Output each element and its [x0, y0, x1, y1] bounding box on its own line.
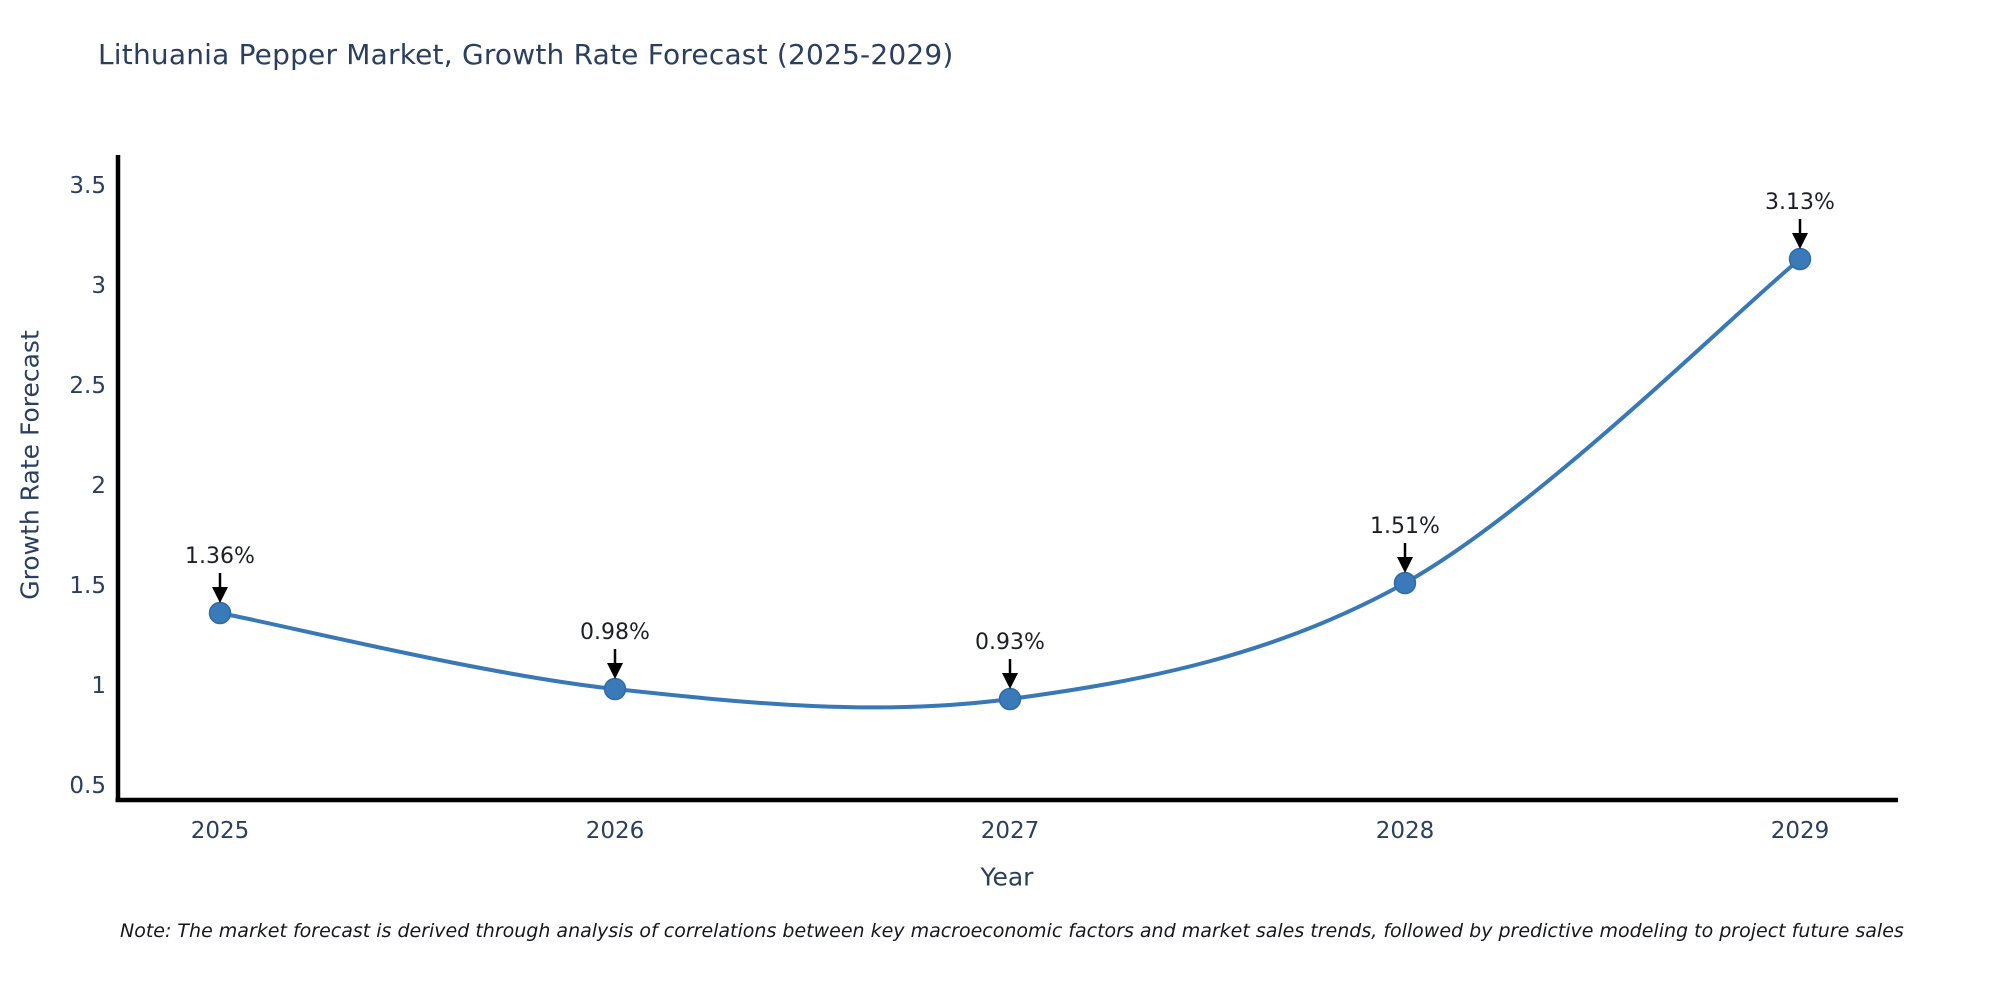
footnote: Note: The market forecast is derived thr… — [120, 920, 1904, 942]
x-tick-label: 2029 — [1771, 818, 1830, 844]
data-point-marker — [1393, 571, 1417, 595]
annotation-label: 0.93% — [975, 630, 1045, 655]
annotation-arrowhead — [1397, 557, 1413, 573]
x-axis-title: Year — [980, 862, 1034, 892]
x-tick-label: 2025 — [191, 818, 250, 844]
y-tick-label: 1.5 — [69, 573, 106, 599]
annotation-arrowhead — [1792, 233, 1808, 249]
y-tick-label: 3.5 — [69, 173, 106, 199]
annotation-label: 1.36% — [185, 544, 255, 569]
data-point-marker — [1788, 247, 1812, 271]
x-tick-label: 2026 — [586, 818, 645, 844]
x-tick-label: 2028 — [1376, 818, 1435, 844]
y-tick-label: 2.5 — [69, 373, 106, 399]
y-tick-label: 3 — [91, 273, 106, 299]
annotation-label: 3.13% — [1765, 190, 1835, 215]
y-tick-label: 2 — [91, 473, 106, 499]
annotation-arrowhead — [1002, 673, 1018, 689]
annotation-label: 1.51% — [1370, 514, 1440, 539]
y-tick-label: 1 — [91, 673, 106, 699]
chart-title: Lithuania Pepper Market, Growth Rate For… — [98, 38, 954, 71]
annotation-arrowhead — [212, 587, 228, 603]
data-point-marker — [998, 687, 1022, 711]
data-point-marker — [603, 677, 627, 701]
x-tick-label: 2027 — [981, 818, 1040, 844]
y-tick-label: 0.5 — [69, 773, 106, 799]
annotation-label: 0.98% — [580, 620, 650, 645]
data-point-marker — [208, 601, 232, 625]
annotation-arrowhead — [607, 663, 623, 679]
